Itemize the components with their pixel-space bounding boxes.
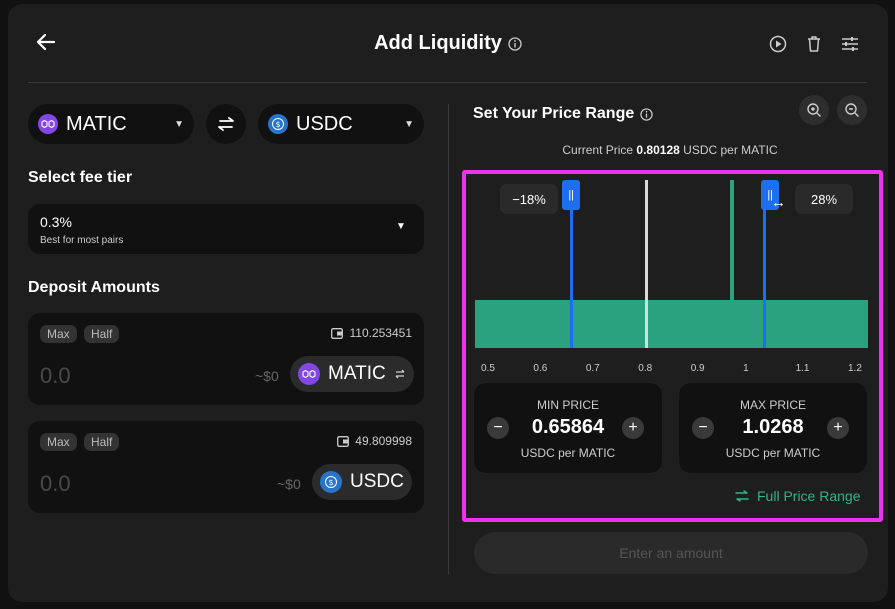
usdc-logo-icon: $ bbox=[320, 471, 342, 493]
x-axis: 0.5 0.6 0.7 0.8 0.9 1 1.1 1.2 bbox=[475, 363, 868, 377]
x-tick-label: 0.7 bbox=[585, 363, 600, 374]
max-price-unit: USDC per MATIC bbox=[725, 446, 821, 460]
fee-tier-selector[interactable]: 0.3% Best for most pairs ▼ bbox=[28, 204, 424, 254]
min-percent-badge: −18% bbox=[500, 184, 558, 214]
x-tick-label: 0.8 bbox=[638, 363, 653, 374]
max-price-value[interactable]: 1.0268 bbox=[742, 416, 804, 438]
swap-icon bbox=[395, 369, 405, 379]
token-label: MATIC bbox=[328, 363, 386, 384]
min-price-value[interactable]: 0.65864 bbox=[531, 416, 605, 438]
wallet-icon bbox=[337, 435, 350, 447]
usdc-token-badge[interactable]: $ USDC bbox=[312, 464, 412, 500]
trash-icon[interactable] bbox=[802, 32, 826, 56]
current-price-line: Current Price 0.80128 USDC per MATIC bbox=[473, 143, 867, 157]
x-tick-label: 1.1 bbox=[795, 363, 810, 374]
token-a-selector[interactable]: MATIC ▼ bbox=[28, 104, 194, 144]
header-divider bbox=[28, 82, 867, 83]
liquidity-area bbox=[475, 300, 868, 348]
balance-value: 49.809998 bbox=[355, 434, 412, 448]
decrease-min-button[interactable]: − bbox=[487, 417, 509, 439]
chevron-down-icon: ▼ bbox=[174, 118, 184, 130]
full-price-range-button[interactable]: Full Price Range bbox=[735, 488, 861, 504]
play-icon[interactable] bbox=[766, 32, 790, 56]
x-tick-label: 1 bbox=[743, 363, 749, 374]
resize-cursor-icon: ↔ bbox=[771, 194, 786, 211]
swap-arrows-icon bbox=[735, 490, 749, 502]
half-button[interactable]: Half bbox=[84, 325, 120, 343]
token-b-label: USDC bbox=[296, 112, 353, 135]
balance-display: 49.809998 bbox=[337, 434, 412, 448]
token-label: USDC bbox=[350, 471, 404, 492]
submit-button[interactable]: Enter an amount bbox=[474, 532, 868, 574]
min-price-handle[interactable]: || bbox=[562, 180, 581, 210]
decrease-max-button[interactable]: − bbox=[692, 417, 714, 439]
x-tick-label: 1.2 bbox=[848, 363, 862, 374]
matic-amount-input[interactable] bbox=[40, 363, 190, 389]
svg-text:$: $ bbox=[328, 478, 333, 487]
usd-value: ~$0 bbox=[255, 368, 279, 384]
wallet-icon bbox=[331, 327, 344, 339]
swap-arrows-icon bbox=[218, 117, 234, 131]
max-button[interactable]: Max bbox=[40, 325, 77, 343]
max-price-label: MAX PRICE bbox=[739, 398, 806, 412]
increase-max-button[interactable]: + bbox=[827, 417, 849, 439]
fee-tier-description: Best for most pairs bbox=[40, 235, 124, 246]
current-price-value: 0.80128 bbox=[636, 143, 680, 157]
zoom-in-button[interactable] bbox=[799, 95, 829, 125]
max-percent-badge: 28% bbox=[795, 184, 853, 214]
max-button[interactable]: Max bbox=[40, 433, 77, 451]
usdc-amount-input[interactable] bbox=[40, 471, 190, 497]
back-arrow-icon[interactable] bbox=[34, 30, 58, 54]
balance-value: 110.253451 bbox=[349, 326, 412, 340]
price-range-heading: Set Your Price Range bbox=[473, 105, 653, 123]
page-title: Add Liquidity bbox=[8, 32, 888, 55]
min-price-card: MIN PRICE − 0.65864 + USDC per MATIC bbox=[474, 383, 662, 473]
balance-display: 110.253451 bbox=[331, 326, 412, 340]
price-range-highlight bbox=[462, 170, 883, 522]
matic-logo-icon bbox=[38, 114, 58, 134]
max-price-line bbox=[763, 194, 767, 348]
max-price-card: MAX PRICE − 1.0268 + USDC per MATIC bbox=[679, 383, 867, 473]
current-price-unit: USDC per MATIC bbox=[683, 143, 778, 157]
matic-token-badge[interactable]: MATIC bbox=[290, 356, 414, 392]
column-divider bbox=[448, 104, 449, 574]
fee-tier-value: 0.3% bbox=[40, 214, 72, 230]
chevron-down-icon: ▼ bbox=[404, 118, 414, 130]
deposit-card-matic: Max Half 110.253451 ~$0 MATIC bbox=[28, 313, 424, 405]
liquidity-spike bbox=[729, 180, 734, 300]
increase-min-button[interactable]: + bbox=[622, 417, 644, 439]
fee-tier-heading: Select fee tier bbox=[28, 169, 133, 186]
min-price-line bbox=[570, 194, 574, 348]
full-price-range-label: Full Price Range bbox=[757, 488, 861, 504]
chevron-down-icon: ▼ bbox=[396, 221, 406, 232]
max-price-handle[interactable]: || bbox=[761, 180, 780, 210]
current-price-label: Current Price bbox=[562, 143, 634, 157]
swap-tokens-button[interactable] bbox=[206, 104, 246, 144]
svg-text:$: $ bbox=[275, 120, 280, 129]
add-liquidity-modal: Add Liquidity MATIC ▼ $ USDC ▼ Select fe… bbox=[8, 4, 888, 602]
price-range-heading-text: Set Your Price Range bbox=[473, 105, 635, 122]
x-tick-label: 0.9 bbox=[690, 363, 705, 374]
zoom-out-icon bbox=[845, 103, 859, 117]
settings-sliders-icon[interactable] bbox=[838, 32, 862, 56]
deposit-heading: Deposit Amounts bbox=[28, 279, 160, 296]
matic-logo-icon bbox=[298, 363, 320, 385]
info-icon[interactable] bbox=[508, 36, 522, 51]
usdc-logo-icon: $ bbox=[268, 114, 288, 134]
deposit-card-usdc: Max Half 49.809998 ~$0 $ USDC bbox=[28, 421, 424, 513]
half-button[interactable]: Half bbox=[84, 433, 120, 451]
current-price-line-marker bbox=[644, 180, 648, 348]
page-title-text: Add Liquidity bbox=[374, 32, 502, 54]
zoom-in-icon bbox=[807, 103, 821, 117]
min-price-unit: USDC per MATIC bbox=[520, 446, 616, 460]
min-price-label: MIN PRICE bbox=[536, 398, 599, 412]
x-tick-label: 0.6 bbox=[533, 363, 548, 374]
zoom-out-button[interactable] bbox=[837, 95, 867, 125]
usd-value: ~$0 bbox=[277, 476, 301, 492]
info-icon[interactable] bbox=[640, 107, 653, 121]
liquidity-chart[interactable]: || || ↔ −18% 28% 0.5 0.6 0.7 0.8 0.9 1 1.1 1.2 bbox=[475, 180, 868, 374]
token-b-selector[interactable]: $ USDC ▼ bbox=[258, 104, 424, 144]
x-tick-label: 0.5 bbox=[481, 363, 495, 374]
token-a-label: MATIC bbox=[66, 112, 127, 135]
